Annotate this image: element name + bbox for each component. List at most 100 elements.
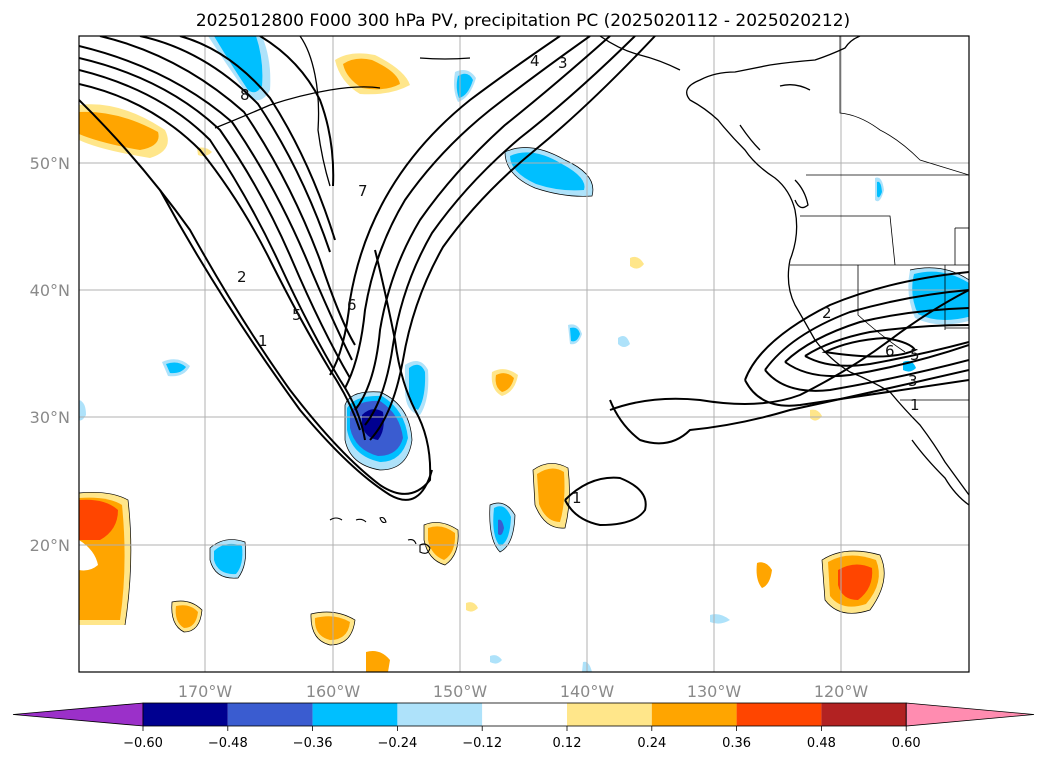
- pv-contour-label: 3: [558, 54, 568, 72]
- pv-contour-line: [804, 324, 969, 357]
- pv-contour-label: 1: [572, 489, 582, 507]
- precip-negative-area: [408, 364, 426, 410]
- precip-negative-area: [498, 519, 504, 536]
- precip-negative-area: [214, 543, 243, 575]
- lat-label-20n: 20°N: [30, 536, 70, 555]
- colorbar-segment: [227, 703, 313, 726]
- precip-positive-area: [756, 562, 772, 588]
- pv-contour-line: [179, 36, 336, 241]
- coastlines: [214, 36, 969, 506]
- lat-label-50n: 50°N: [30, 154, 70, 173]
- precip-positive-area: [537, 468, 565, 522]
- latitude-labels: 50°N 40°N 30°N 20°N: [30, 154, 70, 555]
- precip-negative-area: [490, 655, 502, 664]
- precip-positive-area: [810, 409, 822, 421]
- colorbar-tick-label: −0.36: [293, 736, 333, 751]
- pv-contour-line: [354, 36, 611, 411]
- pv-contour-label-group: 1 2 3 4 5 6 7 8 1 2 3 5 6 1: [237, 52, 920, 507]
- colorbar-segment: [651, 703, 737, 726]
- pv-contour-label: 8: [240, 86, 250, 104]
- colorbar-segment: [482, 703, 567, 726]
- pv-contour-line: [609, 289, 969, 411]
- precip-negative-area: [570, 327, 580, 342]
- pv-contour-line: [159, 189, 433, 501]
- colorbar-segment: [397, 703, 483, 726]
- precip-positive-area: [466, 602, 478, 612]
- colorbar-frame: [142, 702, 907, 727]
- pv-contour-line: [79, 57, 351, 379]
- precip-negative-area: [456, 73, 473, 98]
- lon-label-140w: 140°W: [560, 682, 615, 701]
- precip-negative-area: [618, 336, 630, 347]
- precip-positive-area: [343, 58, 400, 90]
- lon-label-160w: 160°W: [306, 682, 361, 701]
- precipitation-shading: [79, 36, 969, 672]
- precip-positive-area: [428, 526, 456, 560]
- pv-contour-line: [744, 271, 969, 381]
- colorbar: −0.60 −0.48 −0.36 −0.24 −0.12 0.12 0.24 0.36 0.4…: [12, 702, 1035, 751]
- pv-contour-line: [564, 476, 647, 527]
- lon-label-130w: 130°W: [687, 682, 742, 701]
- pv-contour-line: [784, 307, 969, 363]
- precip-negative-area: [510, 152, 585, 191]
- pv-contour-line: [79, 45, 353, 361]
- pv-contour-label: 3: [908, 372, 918, 390]
- pv-contour-line: [79, 83, 361, 431]
- pv-contour-line: [259, 36, 335, 187]
- pv-contour-line: [821, 336, 917, 358]
- pv-contour-line: [764, 359, 969, 392]
- pv-contour-line: [364, 36, 636, 426]
- colorbar-extend-min: [12, 702, 144, 727]
- precip-negative-area: [710, 614, 730, 624]
- pv-contour-line: [329, 36, 561, 376]
- colorbar-segment: [821, 703, 907, 726]
- lon-label-150w: 150°W: [433, 682, 488, 701]
- colorbar-extend-max: [905, 702, 1035, 727]
- precip-negative-area: [877, 181, 882, 198]
- colorbar-tick-label: 0.48: [807, 736, 836, 751]
- precip-negative-area: [79, 400, 86, 421]
- precip-neutral-area: [79, 540, 98, 571]
- colorbar-tick-label: −0.24: [377, 736, 417, 751]
- precip-negative-area: [166, 362, 186, 374]
- pv-contour-label: 2: [822, 304, 832, 322]
- colorbar-tick-label: 0.36: [722, 736, 751, 751]
- colorbar-tick-label: −0.12: [462, 736, 502, 751]
- lon-label-120w: 120°W: [814, 682, 869, 701]
- colorbar-segment: [312, 703, 398, 726]
- pv-contour-line: [79, 99, 432, 495]
- pv-contour-line: [784, 344, 969, 378]
- precip-positive-area: [366, 651, 390, 672]
- pv-contour-line: [744, 379, 969, 407]
- pv-contour-label: 7: [358, 182, 368, 200]
- pv-contour-line: [99, 36, 356, 346]
- pv-contour-label: 5: [292, 306, 302, 324]
- pv-contour-line: [804, 341, 969, 367]
- pv-contour-label: 1: [258, 332, 268, 350]
- pv-contour-line: [764, 289, 969, 371]
- lat-label-40n: 40°N: [30, 281, 70, 300]
- pv-contour-line: [344, 36, 591, 389]
- colorbar-tick-label: 0.12: [553, 736, 582, 751]
- precip-positive-area: [175, 605, 198, 628]
- pv-contour-label: 5: [910, 346, 920, 364]
- colorbar-tick-label: 0.24: [637, 736, 666, 751]
- precip-positive-area: [630, 256, 644, 269]
- map-panel: 1 2 3 4 5 6 7 8 1 2 3 5 6 1: [78, 35, 970, 673]
- precip-positive-area: [79, 499, 118, 540]
- longitude-labels: 170°W 160°W 150°W 140°W 130°W 120°W: [178, 682, 869, 701]
- pv-contour-line: [79, 69, 366, 441]
- hawaii-islands: [329, 516, 431, 554]
- pv-contour-label: 6: [347, 296, 357, 314]
- lat-label-30n: 30°N: [30, 408, 70, 427]
- pv-contour-label: 6: [885, 342, 895, 360]
- pv-contour-label: 2: [237, 268, 247, 286]
- colorbar-tick-label: 0.60: [892, 736, 921, 751]
- pv-contour-label: 4: [530, 52, 540, 70]
- lon-label-170w: 170°W: [178, 682, 233, 701]
- colorbar-tick-label: −0.60: [123, 736, 163, 751]
- pv-contour-label: 1: [910, 396, 920, 414]
- colorbar-tick-label: −0.48: [208, 736, 248, 751]
- pv-contours: [79, 36, 969, 527]
